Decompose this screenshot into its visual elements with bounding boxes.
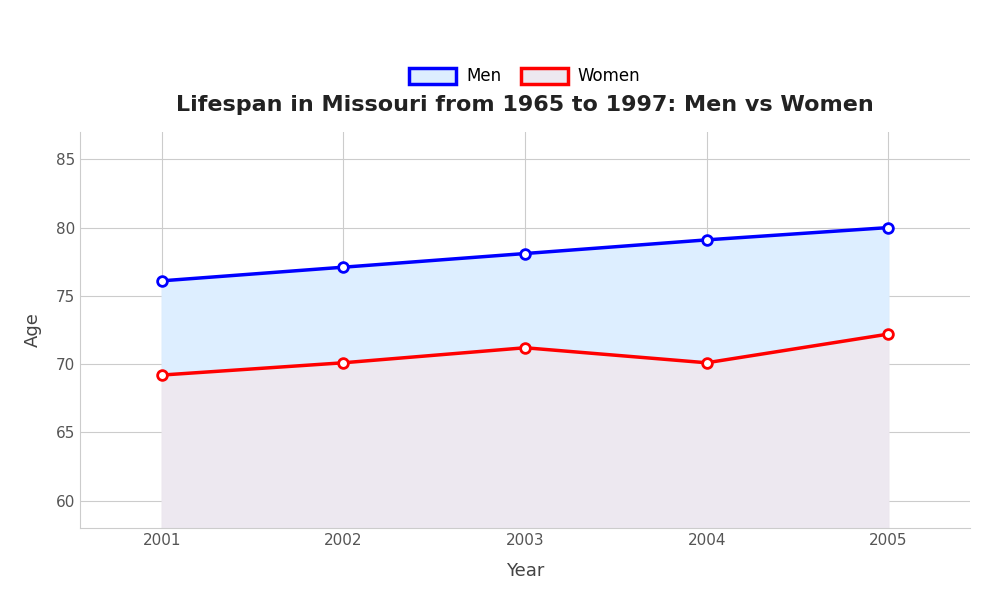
Legend: Men, Women: Men, Women xyxy=(403,61,647,92)
Y-axis label: Age: Age xyxy=(24,313,42,347)
X-axis label: Year: Year xyxy=(506,562,544,580)
Title: Lifespan in Missouri from 1965 to 1997: Men vs Women: Lifespan in Missouri from 1965 to 1997: … xyxy=(176,95,874,115)
